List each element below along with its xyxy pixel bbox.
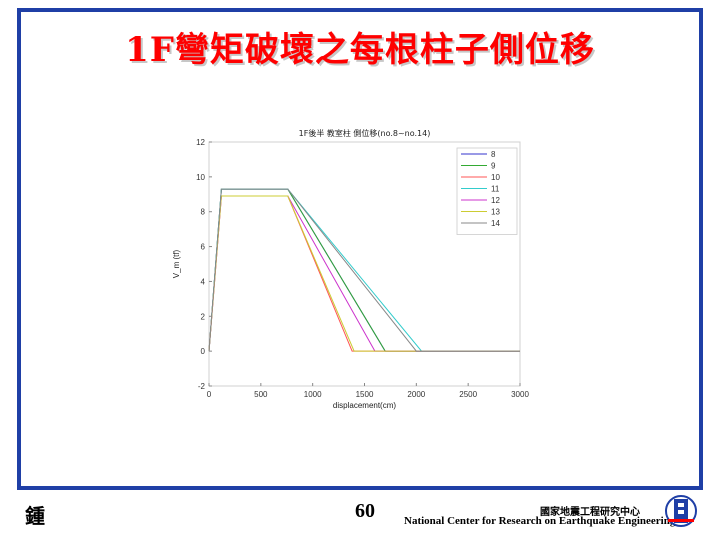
page-number: 60 bbox=[355, 500, 375, 522]
legend-label-9: 9 bbox=[491, 162, 496, 171]
x-tick-label: 1500 bbox=[356, 390, 374, 399]
org-name-zh: 國家地震工程研究中心 bbox=[540, 507, 640, 518]
x-tick-label: 2000 bbox=[407, 390, 425, 399]
slide-title: 1F彎矩破壞之每根柱子側位移 bbox=[125, 30, 595, 70]
chart-area: 0 500 1000 1500 2000 2500 3000 -2 0 2 4 6 8 10 12 1F後半 … bbox=[165, 120, 545, 420]
y-tick-label: 4 bbox=[201, 277, 206, 286]
y-tick-label: 12 bbox=[196, 138, 205, 147]
y-tick-label: 6 bbox=[201, 243, 206, 252]
y-tick-label: -2 bbox=[198, 382, 206, 391]
y-tick-label: 10 bbox=[196, 173, 205, 182]
x-tick-label: 0 bbox=[207, 390, 212, 399]
x-axis-label: displacement(cm) bbox=[333, 401, 396, 410]
y-axis-label: V_m (tf) bbox=[172, 249, 181, 278]
x-tick-label: 2500 bbox=[459, 390, 477, 399]
x-tick-label: 500 bbox=[254, 390, 268, 399]
series-line-14 bbox=[208, 188, 520, 352]
y-tick-label: 2 bbox=[201, 312, 206, 321]
line-chart: 0 500 1000 1500 2000 2500 3000-20246810121F後半 … bbox=[172, 128, 529, 410]
legend-label-10: 10 bbox=[491, 173, 500, 182]
org-name-en: National Center for Research on Earthqua… bbox=[404, 515, 676, 527]
legend-label-13: 13 bbox=[491, 208, 500, 217]
legend-label-14: 14 bbox=[491, 219, 500, 228]
ncree-logo-icon bbox=[665, 495, 697, 527]
x-tick-label: 3000 bbox=[511, 390, 529, 399]
legend-label-11: 11 bbox=[491, 185, 500, 194]
legend-box bbox=[456, 147, 518, 235]
y-tick-label: 8 bbox=[201, 208, 206, 217]
y-tick-label: 0 bbox=[201, 347, 206, 356]
chart-title: 1F後半 教室柱 側位移(no.8~no.14) bbox=[299, 128, 431, 138]
x-tick-label: 1000 bbox=[304, 390, 322, 399]
footer-left-label: 鍾 bbox=[25, 504, 45, 528]
legend-label-8: 8 bbox=[491, 150, 496, 159]
legend-label-12: 12 bbox=[491, 196, 500, 205]
